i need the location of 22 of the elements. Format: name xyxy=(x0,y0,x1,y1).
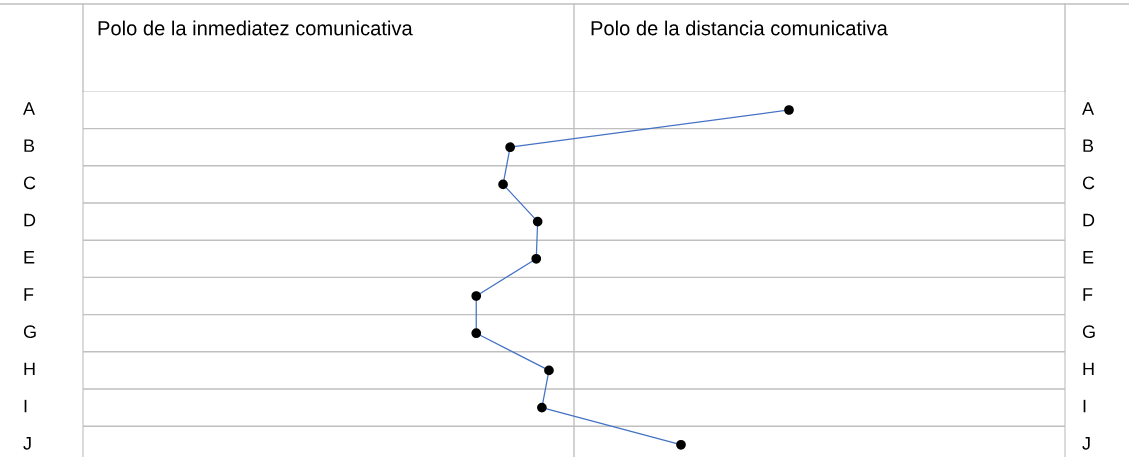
category-label: B xyxy=(1083,139,1094,152)
category-label: A xyxy=(1082,102,1095,115)
y-tick-label: D xyxy=(24,213,36,227)
category-label: G xyxy=(1082,325,1095,339)
category-label: J xyxy=(1082,437,1090,450)
y-tick-label: E xyxy=(24,251,35,264)
category-label: F xyxy=(1083,288,1093,301)
y-tick-label: B xyxy=(24,139,35,152)
y-tick-label: C xyxy=(23,176,36,190)
y-tick-label: F xyxy=(24,288,34,301)
y-tick-label: J xyxy=(23,437,31,450)
category-label: C xyxy=(1082,176,1095,190)
category-label: D xyxy=(1083,213,1095,227)
y-tick-label: A xyxy=(23,102,36,115)
category-label: I xyxy=(1083,399,1086,413)
category-label: H xyxy=(1083,362,1094,376)
text: Polo de la distancia comunicativa xyxy=(591,20,888,36)
y-tick-label: H xyxy=(24,362,35,376)
y-tick-label: G xyxy=(23,325,36,339)
category-label: E xyxy=(1083,251,1094,264)
y-tick-label: I xyxy=(24,399,27,413)
text: Polo de la inmediatez comunicativa xyxy=(98,20,413,36)
